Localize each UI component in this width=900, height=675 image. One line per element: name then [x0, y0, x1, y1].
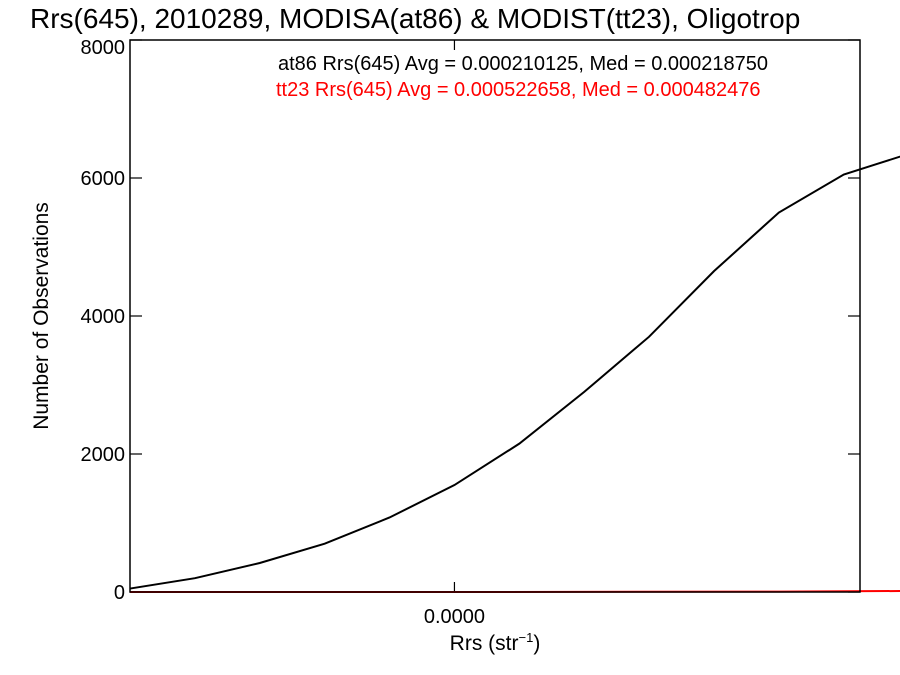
series-line-at86 [129, 155, 900, 590]
x-axis-ticks: 0.00000.00020.00040.00060.00080.00100.00… [424, 40, 485, 628]
x-tick-label: 0.0000 [424, 606, 485, 628]
y-tick-label: 0 [114, 582, 125, 604]
y-tick-label: 8000 [81, 37, 126, 59]
y-axis-ticks: 0 2000 4000 6000 8000 [81, 37, 860, 604]
legend-entry-tt23: tt23 Rrs(645) Avg = 0.000522658, Med = 0… [276, 79, 760, 101]
series-layer [129, 155, 900, 593]
plot-frame [129, 39, 861, 593]
y-tick-label: 2000 [81, 444, 126, 466]
y-tick-label: 4000 [81, 306, 126, 328]
chart-title: Rrs(645), 2010289, MODISA(at86) & MODIST… [30, 3, 800, 34]
x-axis-label-sup: −1 [519, 630, 534, 645]
y-axis-label: Number of Observations [30, 202, 53, 430]
legend-entry-at86: at86 Rrs(645) Avg = 0.000210125, Med = 0… [278, 53, 768, 75]
x-axis-label-base: Rrs (str [450, 632, 519, 655]
x-axis-label-tail: ) [533, 632, 540, 655]
x-axis-label: Rrs (str−1) [450, 630, 541, 655]
y-tick-label: 6000 [81, 168, 126, 190]
series-line-tt23 [130, 590, 900, 593]
